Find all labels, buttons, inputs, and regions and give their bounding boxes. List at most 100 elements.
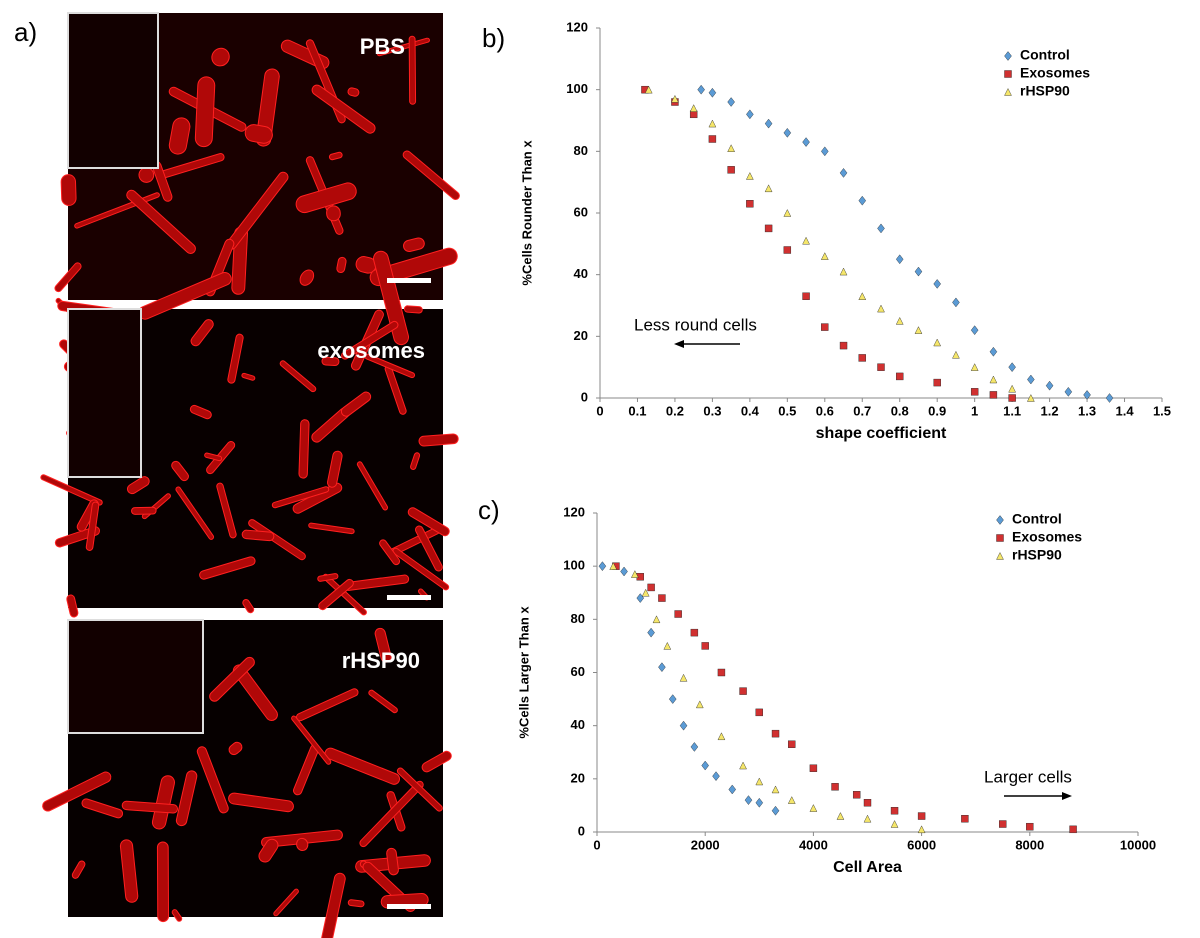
point bbox=[746, 200, 754, 208]
cell bbox=[373, 250, 410, 346]
cell bbox=[326, 450, 343, 488]
point bbox=[658, 594, 666, 602]
cell bbox=[241, 529, 275, 542]
point bbox=[783, 209, 792, 217]
point bbox=[708, 119, 717, 128]
point bbox=[739, 761, 747, 770]
point bbox=[890, 807, 899, 815]
point bbox=[717, 668, 726, 677]
point bbox=[764, 118, 773, 129]
point bbox=[802, 236, 810, 245]
point bbox=[712, 771, 720, 782]
point bbox=[858, 354, 866, 362]
y-tick-label: 0 bbox=[581, 389, 588, 404]
y-tick-label: 20 bbox=[571, 770, 585, 785]
x-tick-label: 1.2 bbox=[1041, 403, 1059, 418]
point bbox=[914, 326, 923, 334]
point bbox=[1105, 393, 1114, 403]
point bbox=[690, 742, 699, 752]
point bbox=[717, 732, 726, 740]
point bbox=[961, 815, 969, 823]
point bbox=[679, 673, 688, 682]
point bbox=[839, 267, 848, 276]
cell bbox=[54, 262, 82, 293]
cell bbox=[228, 741, 243, 756]
y-tick-label: 60 bbox=[571, 664, 585, 679]
cell bbox=[168, 117, 191, 155]
arrowhead bbox=[1062, 792, 1072, 800]
cell bbox=[356, 461, 389, 511]
cell bbox=[189, 404, 212, 420]
cell bbox=[175, 486, 215, 540]
cell bbox=[196, 746, 229, 814]
inset bbox=[67, 12, 159, 169]
cell bbox=[242, 599, 255, 614]
x-tick-label: 1 bbox=[971, 403, 978, 418]
cell bbox=[126, 189, 196, 254]
cell bbox=[190, 319, 214, 347]
y-tick-label: 120 bbox=[566, 19, 588, 34]
legend-label: Exosomes bbox=[1012, 529, 1082, 545]
inset bbox=[67, 619, 204, 734]
point bbox=[764, 224, 773, 233]
image-label: PBS bbox=[360, 34, 405, 59]
cell bbox=[317, 573, 339, 582]
point bbox=[679, 720, 688, 731]
cell bbox=[126, 476, 150, 495]
point bbox=[989, 391, 998, 399]
point bbox=[668, 694, 677, 704]
point bbox=[839, 341, 848, 350]
point bbox=[809, 804, 818, 812]
cell bbox=[376, 37, 430, 57]
image-label: rHSP90 bbox=[342, 648, 420, 673]
cell bbox=[299, 269, 315, 286]
point bbox=[787, 796, 796, 804]
point bbox=[755, 708, 763, 717]
point bbox=[658, 662, 666, 673]
panel-label: b) bbox=[482, 23, 505, 53]
point bbox=[689, 110, 698, 119]
point bbox=[783, 128, 792, 138]
scale-bar bbox=[387, 904, 431, 909]
x-tick-label: 0 bbox=[596, 403, 603, 418]
x-tick-label: 0.2 bbox=[666, 403, 684, 418]
panel-label: c) bbox=[478, 495, 500, 525]
annotation: Larger cells bbox=[984, 767, 1072, 786]
point bbox=[728, 784, 737, 795]
point bbox=[674, 610, 682, 618]
point bbox=[895, 316, 904, 325]
cell bbox=[403, 305, 423, 314]
cell bbox=[318, 578, 354, 611]
cell bbox=[421, 750, 452, 773]
point bbox=[620, 566, 628, 577]
point bbox=[744, 795, 753, 805]
point bbox=[914, 266, 923, 277]
cell bbox=[121, 800, 179, 814]
point bbox=[877, 363, 885, 371]
point bbox=[970, 388, 979, 396]
y-tick-label: 120 bbox=[563, 504, 585, 519]
cell bbox=[295, 182, 357, 214]
point bbox=[727, 97, 735, 107]
x-tick-label: 0.1 bbox=[628, 403, 646, 418]
cell bbox=[42, 771, 112, 812]
point bbox=[644, 85, 653, 94]
legend-label: Control bbox=[1020, 47, 1070, 63]
cell bbox=[199, 556, 256, 580]
cell bbox=[408, 35, 417, 105]
point bbox=[755, 777, 764, 786]
cell bbox=[392, 547, 450, 591]
x-tick-label: 0.9 bbox=[928, 403, 946, 418]
cell bbox=[156, 841, 170, 923]
cell bbox=[298, 419, 310, 479]
point bbox=[896, 372, 904, 381]
x-axis-title: Cell Area bbox=[833, 859, 902, 876]
cell bbox=[326, 205, 341, 222]
cell bbox=[402, 150, 460, 201]
point bbox=[609, 562, 618, 570]
point bbox=[917, 812, 926, 820]
x-tick-label: 0 bbox=[593, 837, 600, 852]
cell bbox=[321, 356, 340, 366]
annotation: Less round cells bbox=[634, 315, 757, 334]
point bbox=[695, 700, 704, 709]
